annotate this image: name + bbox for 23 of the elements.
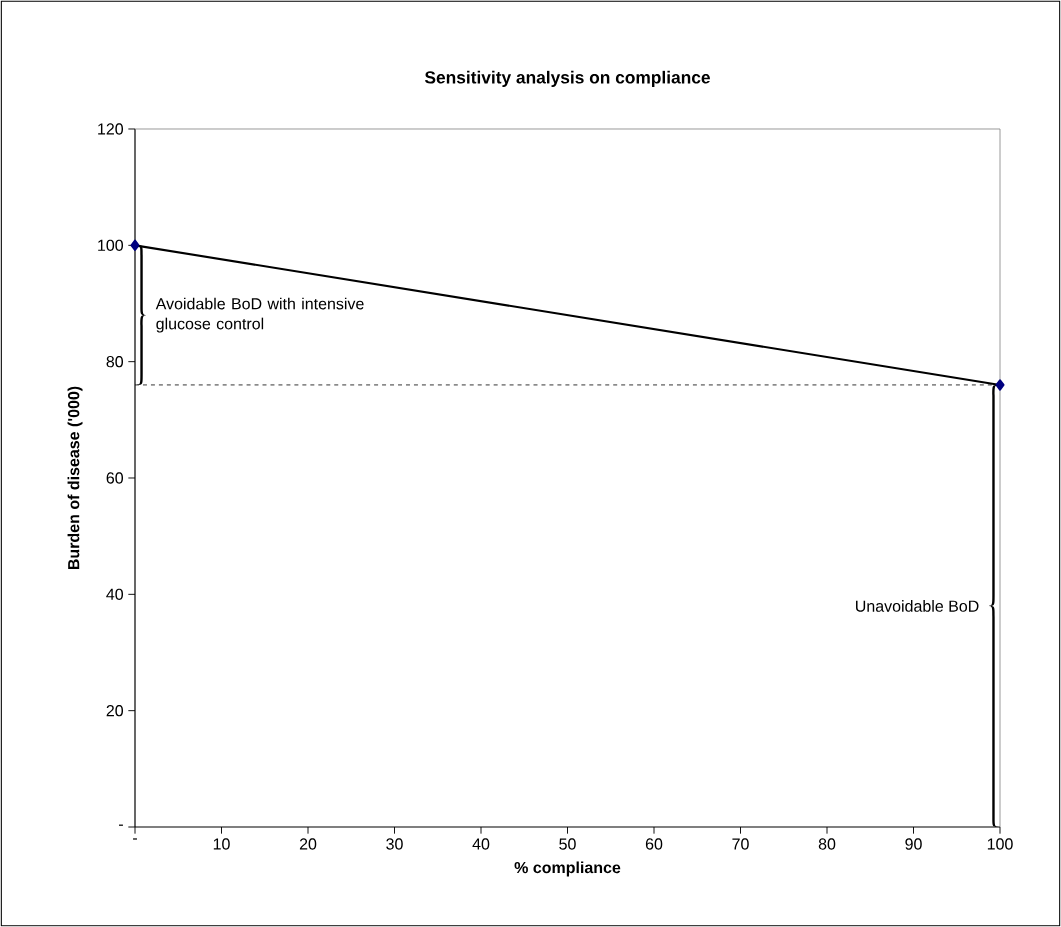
x-tick-label: 70 <box>732 838 749 850</box>
annotation: Avoidable BoD with intensive glucose control <box>155 297 364 333</box>
y-tick-label: 60 <box>106 472 124 484</box>
x-tick-label: 40 <box>472 838 490 850</box>
x-tick-label: 60 <box>645 838 663 850</box>
y-tick-label: 40 <box>106 588 124 601</box>
x-tick-label: 20 <box>299 838 317 850</box>
x-tick-label: 30 <box>386 838 403 850</box>
x-tick-label: 50 <box>559 838 576 850</box>
y-axis-title: Burden of disease ('000) <box>67 386 83 570</box>
annotation: Unavoidable BoD <box>856 600 979 612</box>
y-tick-label: 80 <box>106 356 124 368</box>
y-tick-label: - <box>119 824 123 826</box>
chart-title: Sensitivity analysis on compliance <box>424 70 710 87</box>
x-tick-label: 10 <box>213 838 230 850</box>
x-tick-label: - <box>133 838 137 840</box>
y-tick-label: 100 <box>98 239 124 251</box>
y-tick-label: 20 <box>106 705 124 717</box>
x-axis-title: % compliance <box>514 861 621 877</box>
x-tick-label: 80 <box>818 838 836 850</box>
y-tick-label: 120 <box>98 123 124 135</box>
x-tick-label: 100 <box>987 838 1013 850</box>
x-tick-label: 90 <box>905 838 922 850</box>
